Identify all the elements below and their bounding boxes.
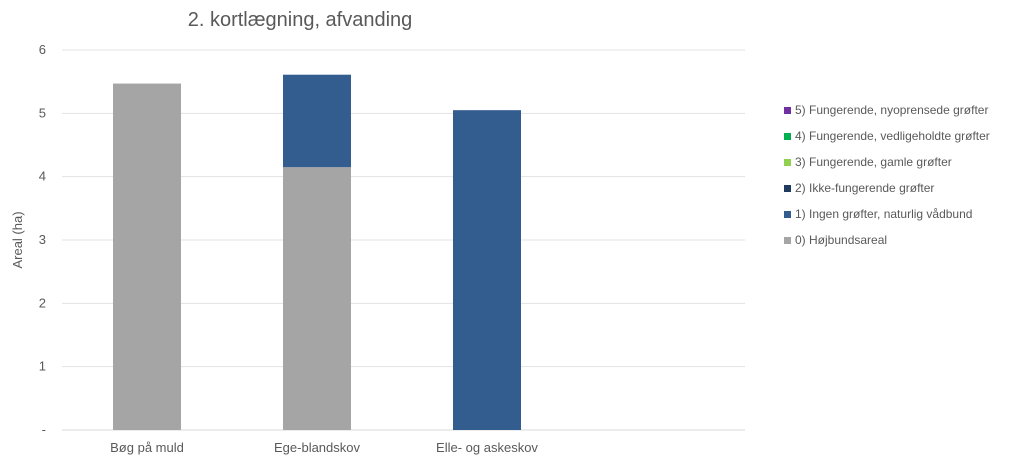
x-axis-ticks: Bøg på muld Ege-blandskov Elle- og askesko… <box>110 440 538 455</box>
legend: 5) Fungerende, nyoprensede grøfter 4) Fun… <box>784 103 990 247</box>
y-tick-label: - <box>42 422 46 437</box>
y-tick-label: 2 <box>39 295 46 310</box>
x-tick-label: Ege-blandskov <box>274 440 360 455</box>
legend-swatch <box>784 185 791 192</box>
y-tick-label: 1 <box>39 359 46 374</box>
legend-label: 0) Højbundsareal <box>795 233 887 247</box>
legend-label: 2) Ikke-fungerende grøfter <box>795 181 934 195</box>
legend-label: 3) Fungerende, gamle grøfter <box>795 155 952 169</box>
y-tick-label: 6 <box>39 42 46 57</box>
y-axis-ticks: - 1 2 3 4 5 6 <box>39 42 46 437</box>
legend-swatch <box>784 133 791 140</box>
legend-swatch <box>784 159 791 166</box>
bars <box>113 74 521 431</box>
chart-title: 2. kortlægning, afvanding <box>188 9 413 31</box>
x-tick-label: Bøg på muld <box>110 440 184 455</box>
bar-segment <box>113 83 181 431</box>
legend-swatch <box>784 211 791 218</box>
x-tick-label: Elle- og askeskov <box>436 440 538 455</box>
y-tick-label: 4 <box>39 169 46 184</box>
legend-swatch <box>784 107 791 114</box>
legend-label: 4) Fungerende, vedligeholdte grøfter <box>795 129 990 143</box>
legend-label: 1) Ingen grøfter, naturlig vådbund <box>795 207 972 221</box>
legend-label: 5) Fungerende, nyoprensede grøfter <box>795 103 988 117</box>
bar-segment <box>283 167 351 430</box>
legend-swatch <box>784 237 791 244</box>
bar-segment <box>283 74 351 168</box>
y-tick-label: 3 <box>39 232 46 247</box>
bar-segment <box>453 110 521 431</box>
y-axis-title: Areal (ha) <box>10 211 25 268</box>
y-tick-label: 5 <box>39 105 46 120</box>
